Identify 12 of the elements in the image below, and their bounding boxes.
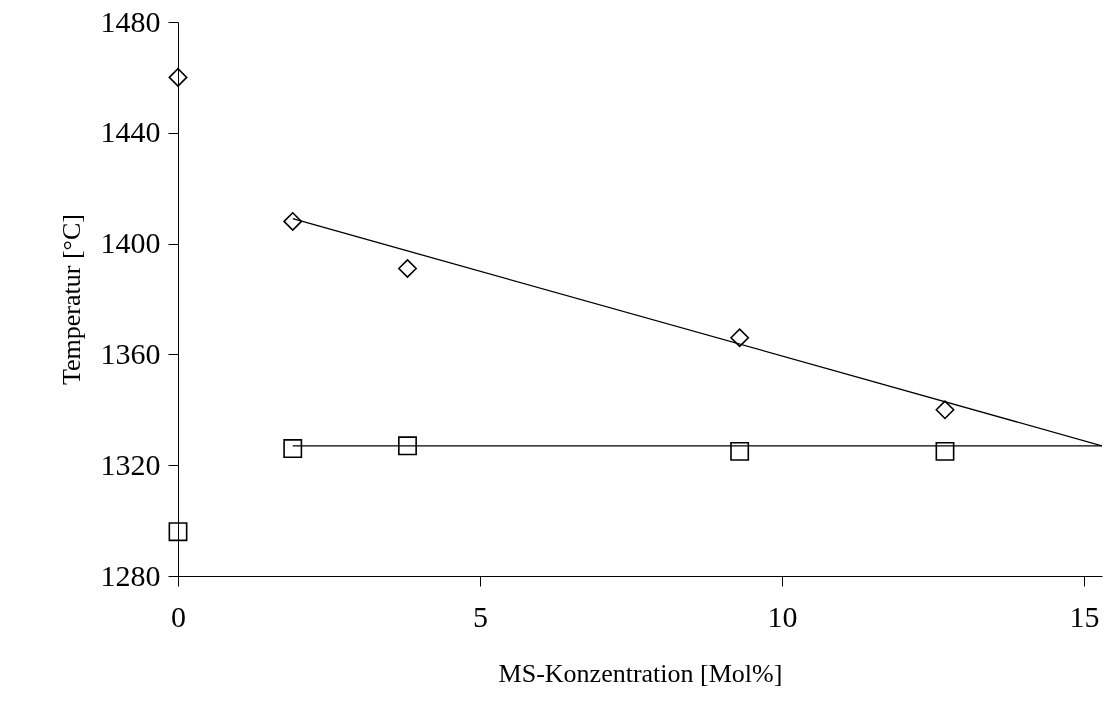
y-tick-label: 1400 (100, 226, 161, 260)
x-tick-label: 5 (472, 599, 488, 633)
x-tick-label: 0 (171, 599, 186, 633)
y-tick-label: 1480 (100, 4, 161, 38)
y-tick-label: 1280 (100, 558, 161, 592)
x-tick-label: 15 (1069, 599, 1100, 633)
x-axis-title: MS-Konzentration [Mol%] (498, 658, 783, 688)
y-tick-label: 1320 (100, 447, 161, 481)
y-tick-label: 1360 (100, 336, 161, 370)
y-tick-label: 1440 (100, 115, 161, 149)
y-axis-title: Temperatur [°C] (56, 213, 86, 386)
x-tick-label: 10 (767, 599, 798, 633)
